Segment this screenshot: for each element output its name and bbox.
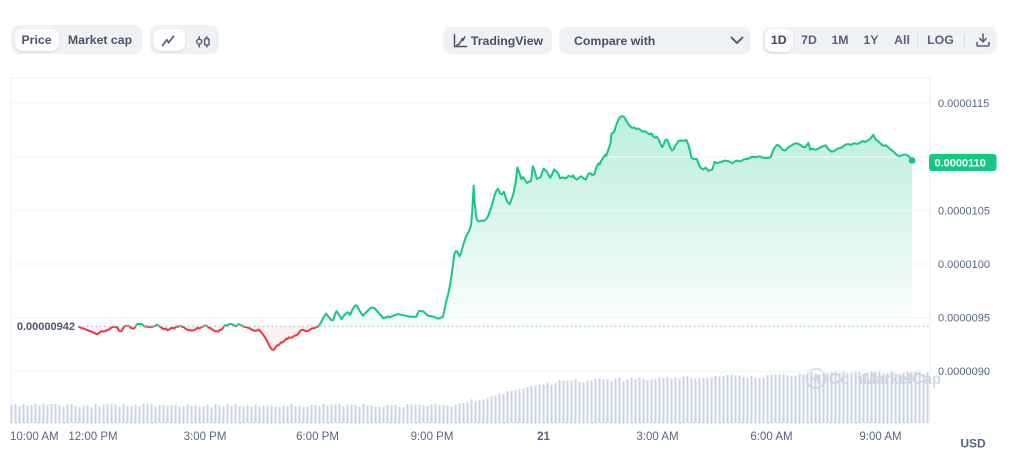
- svg-text:6:00 AM: 6:00 AM: [750, 431, 792, 443]
- svg-text:0.0000105: 0.0000105: [938, 205, 990, 217]
- svg-text:3:00 AM: 3:00 AM: [636, 431, 678, 443]
- svg-text:12:00 PM: 12:00 PM: [68, 431, 117, 443]
- svg-text:9:00 PM: 9:00 PM: [411, 431, 454, 443]
- svg-text:0.00000942: 0.00000942: [17, 321, 75, 333]
- svg-text:0.0000100: 0.0000100: [938, 259, 990, 271]
- svg-text:0.0000115: 0.0000115: [938, 98, 989, 110]
- svg-text:0.0000095: 0.0000095: [938, 313, 990, 325]
- svg-text:9:00 AM: 9:00 AM: [859, 431, 901, 443]
- svg-text:21: 21: [537, 431, 550, 443]
- svg-text:3:00 PM: 3:00 PM: [184, 431, 227, 443]
- svg-text:USD: USD: [960, 437, 986, 451]
- svg-text:0.0000110: 0.0000110: [935, 158, 986, 170]
- svg-text:6:00 PM: 6:00 PM: [296, 431, 339, 443]
- svg-text:10:00 AM: 10:00 AM: [10, 431, 59, 443]
- svg-text:0.0000090: 0.0000090: [938, 366, 990, 378]
